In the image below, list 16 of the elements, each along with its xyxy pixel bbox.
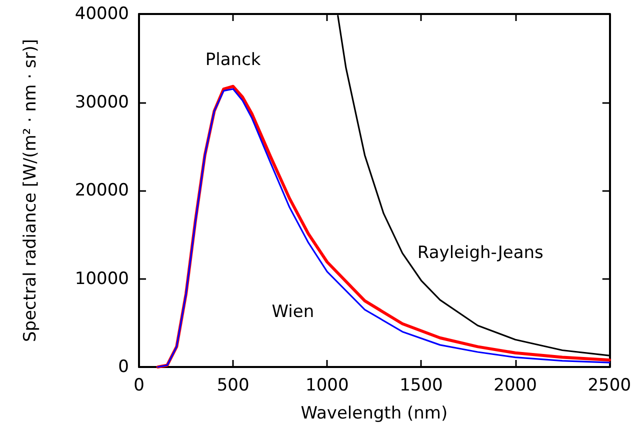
- x-axis-title: Wavelength (nm): [300, 404, 448, 424]
- x-tick-label: 1000: [306, 376, 349, 396]
- x-tick-label: 1500: [400, 376, 443, 396]
- y-tick-label: 40000: [74, 4, 129, 24]
- series-label: Rayleigh-Jeans: [417, 243, 544, 264]
- y-axis-title: Spectral radiance [W/(m² · nm · sr)]: [20, 39, 40, 342]
- series-label: Wien: [272, 302, 314, 322]
- x-tick-label: 500: [216, 376, 250, 396]
- y-tick-label: 10000: [74, 268, 129, 289]
- x-tick-label: 2000: [494, 376, 537, 396]
- x-tick-label: 2500: [588, 376, 631, 396]
- y-tick-label: 20000: [74, 180, 129, 200]
- series-label: Planck: [205, 50, 261, 70]
- x-tick-label: 0: [134, 376, 144, 396]
- y-tick-label: 0: [118, 357, 129, 377]
- y-tick-label: 30000: [74, 92, 129, 112]
